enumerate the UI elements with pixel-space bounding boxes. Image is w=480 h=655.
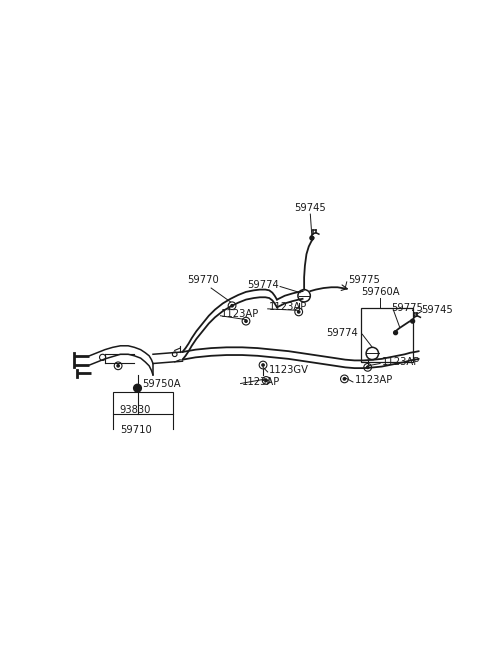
Text: 59745: 59745	[421, 305, 453, 314]
Circle shape	[394, 331, 397, 335]
Circle shape	[367, 366, 369, 369]
Text: 59745: 59745	[294, 202, 326, 213]
Bar	[360, 308, 413, 362]
Circle shape	[343, 378, 346, 380]
Circle shape	[411, 319, 415, 323]
Text: 59710: 59710	[120, 425, 152, 435]
Circle shape	[298, 310, 300, 313]
Text: 59774: 59774	[326, 328, 359, 338]
Circle shape	[310, 236, 314, 240]
Text: 1123AP: 1123AP	[382, 357, 420, 367]
Text: 1123AP: 1123AP	[242, 377, 280, 387]
Circle shape	[231, 305, 233, 307]
Text: 59774: 59774	[247, 280, 278, 290]
Text: 1123AP: 1123AP	[269, 303, 308, 312]
Text: 59770: 59770	[188, 275, 219, 285]
Text: 1123AP: 1123AP	[355, 375, 393, 385]
Circle shape	[133, 384, 142, 392]
Text: 59775: 59775	[348, 275, 380, 286]
Text: 59775: 59775	[391, 303, 423, 313]
Bar	[113, 392, 173, 413]
Text: 1123GV: 1123GV	[269, 365, 309, 375]
Text: 93830: 93830	[119, 405, 150, 415]
Circle shape	[245, 320, 247, 322]
Circle shape	[262, 364, 264, 366]
Text: 59750A: 59750A	[142, 379, 181, 389]
Text: 59760A: 59760A	[361, 286, 399, 297]
Circle shape	[117, 365, 120, 367]
Text: 1123AP: 1123AP	[221, 309, 260, 319]
Circle shape	[265, 379, 267, 382]
